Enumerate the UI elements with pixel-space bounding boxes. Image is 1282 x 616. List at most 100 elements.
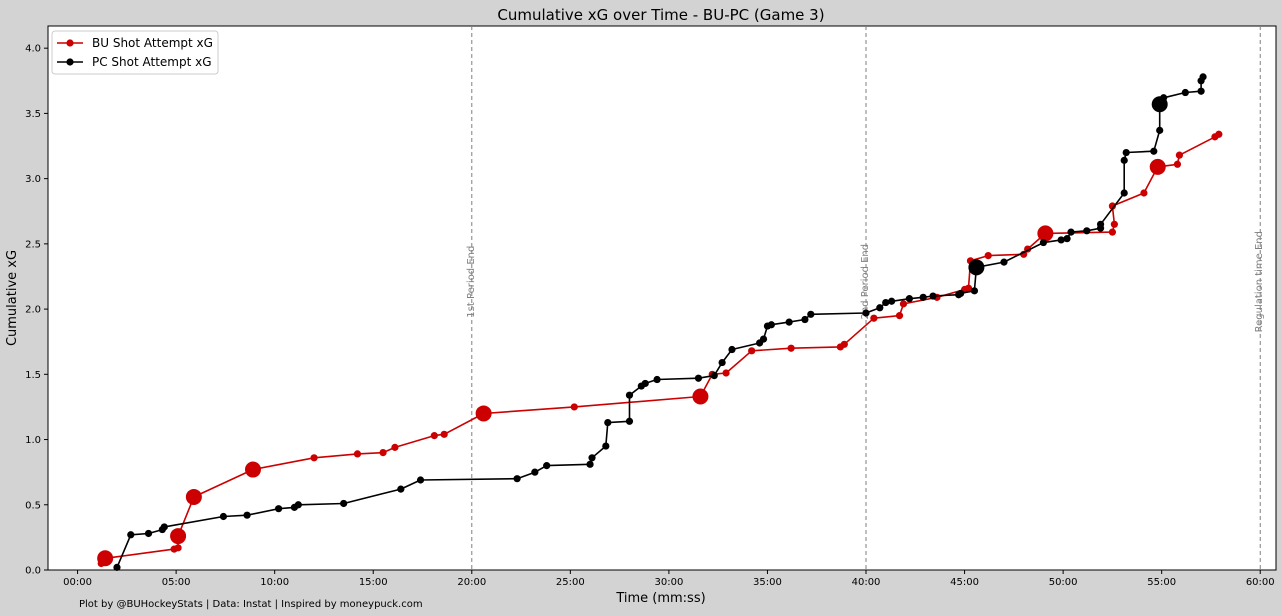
bu-shot-point [430,432,438,440]
pc-shot-point [294,501,302,509]
bu-shot-point [840,340,848,348]
pc-high-xg-shot-point [1151,96,1168,113]
period-end-label: 2nd Period End [860,244,871,320]
x-axis: 00:00 05:00 10:00 15:00 20:00 25:00 30:00 35:00… [63,570,1275,588]
pc-series [113,73,1207,571]
pc-shot-point [397,485,405,493]
y-tick-label: 1.5 [25,370,41,381]
y-tick-label: 3.0 [25,174,41,185]
pc-shot-point [113,563,121,571]
pc-shot-point [1120,189,1128,197]
pc-shot-point [1063,235,1071,243]
pc-shot-point [543,462,551,470]
legend-bu-marker [66,39,74,47]
bu-shot-point [353,450,362,458]
pc-shot-point [602,442,610,450]
pc-shot-point [160,523,168,531]
y-axis-label: Cumulative xG [5,250,20,346]
series-group [97,73,1223,571]
bu-shot-point [570,403,578,411]
pc-shot-point [807,310,815,318]
period-end-label: 1st Period End [466,246,477,318]
bu-shot-point [1108,202,1116,210]
pc-shot-point [243,511,251,519]
pc-shot-point [127,531,135,539]
plot-area [47,25,1277,571]
pc-shot-point [785,318,793,326]
pc-shot-point [1122,148,1130,157]
pc-shot-point [957,289,965,298]
x-tick-label: 45:00 [950,577,979,588]
pc-shot-point [1199,73,1207,81]
pc-shot-point [219,512,228,521]
y-tick-label: 2.5 [25,239,41,250]
x-tick-label: 25:00 [556,577,585,588]
pc-shot-point [588,454,596,462]
bu-shot-point [1173,160,1182,168]
bu-shot-point [310,454,318,462]
pc-shot-point [625,417,634,425]
y-tick-label: 0.5 [25,500,41,511]
y-tick-label: 3.5 [25,109,41,120]
pc-shot-point [767,321,775,329]
bu-shot-point [1215,130,1223,138]
bu-shot-point [870,314,878,322]
bu-shot-point [899,300,908,308]
pc-shot-point [919,293,927,301]
pc-shot-point [905,295,913,303]
bu-shot-point [440,430,448,438]
pc-shot-point [625,391,634,399]
bu-shot-point [1108,228,1116,236]
bu-high-xg-shot-point [170,528,187,545]
legend-bu-label: BU Shot Attempt xG [92,36,213,50]
pc-shot-point [882,298,890,307]
pc-shot-point [1197,87,1205,95]
footer-credit: Plot by @BUHockeyStats | Data: Instat | … [79,599,423,610]
pc-shot-point [144,529,153,538]
bu-high-xg-shot-point [475,405,492,422]
pc-shot-point [1057,236,1065,244]
x-tick-label: 00:00 [63,577,92,588]
bu-series [97,130,1223,568]
pc-shot-point [1000,258,1008,266]
pc-shot-point [694,374,703,382]
bu-high-xg-shot-point [185,488,202,505]
x-tick-label: 10:00 [260,577,289,588]
x-tick-label: 15:00 [359,577,388,588]
y-tick-label: 0.0 [25,566,41,577]
bu-shot-point [1175,151,1184,159]
y-tick-label: 2.0 [25,305,41,316]
pc-shot-point [759,335,768,343]
pc-shot-point [718,358,726,367]
pc-shot-point [970,287,979,295]
pc-shot-point [1181,88,1189,97]
period-end-label: Regulation time End [1254,231,1265,332]
x-tick-label: 40:00 [852,577,881,588]
bu-shot-point [1110,220,1118,228]
pc-shot-point [340,499,348,508]
pc-shot-point [513,475,521,483]
pc-shot-point [653,375,661,384]
legend: BU Shot Attempt xG PC Shot Attempt xG [51,30,219,75]
bu-shot-point [391,443,399,451]
pc-high-xg-shot-point [968,259,985,276]
pc-shot-point [1039,238,1048,247]
pc-shot-point [728,345,736,354]
pc-shot-point [604,418,612,427]
x-tick-label: 05:00 [162,577,191,588]
pc-shot-point [1150,147,1158,155]
x-tick-label: 55:00 [1147,577,1176,588]
x-tick-label: 30:00 [654,577,683,588]
chart-title: Cumulative xG over Time - BU-PC (Game 3) [497,6,824,24]
bu-shot-point [748,347,756,355]
y-tick-label: 4.0 [25,44,41,55]
pc-series-line [116,76,1204,568]
pc-shot-point [1156,126,1164,134]
x-tick-label: 60:00 [1246,577,1275,588]
pc-shot-point [862,309,870,317]
pc-shot-point [801,315,809,324]
pc-shot-point [710,372,718,380]
bu-shot-point [787,344,795,352]
